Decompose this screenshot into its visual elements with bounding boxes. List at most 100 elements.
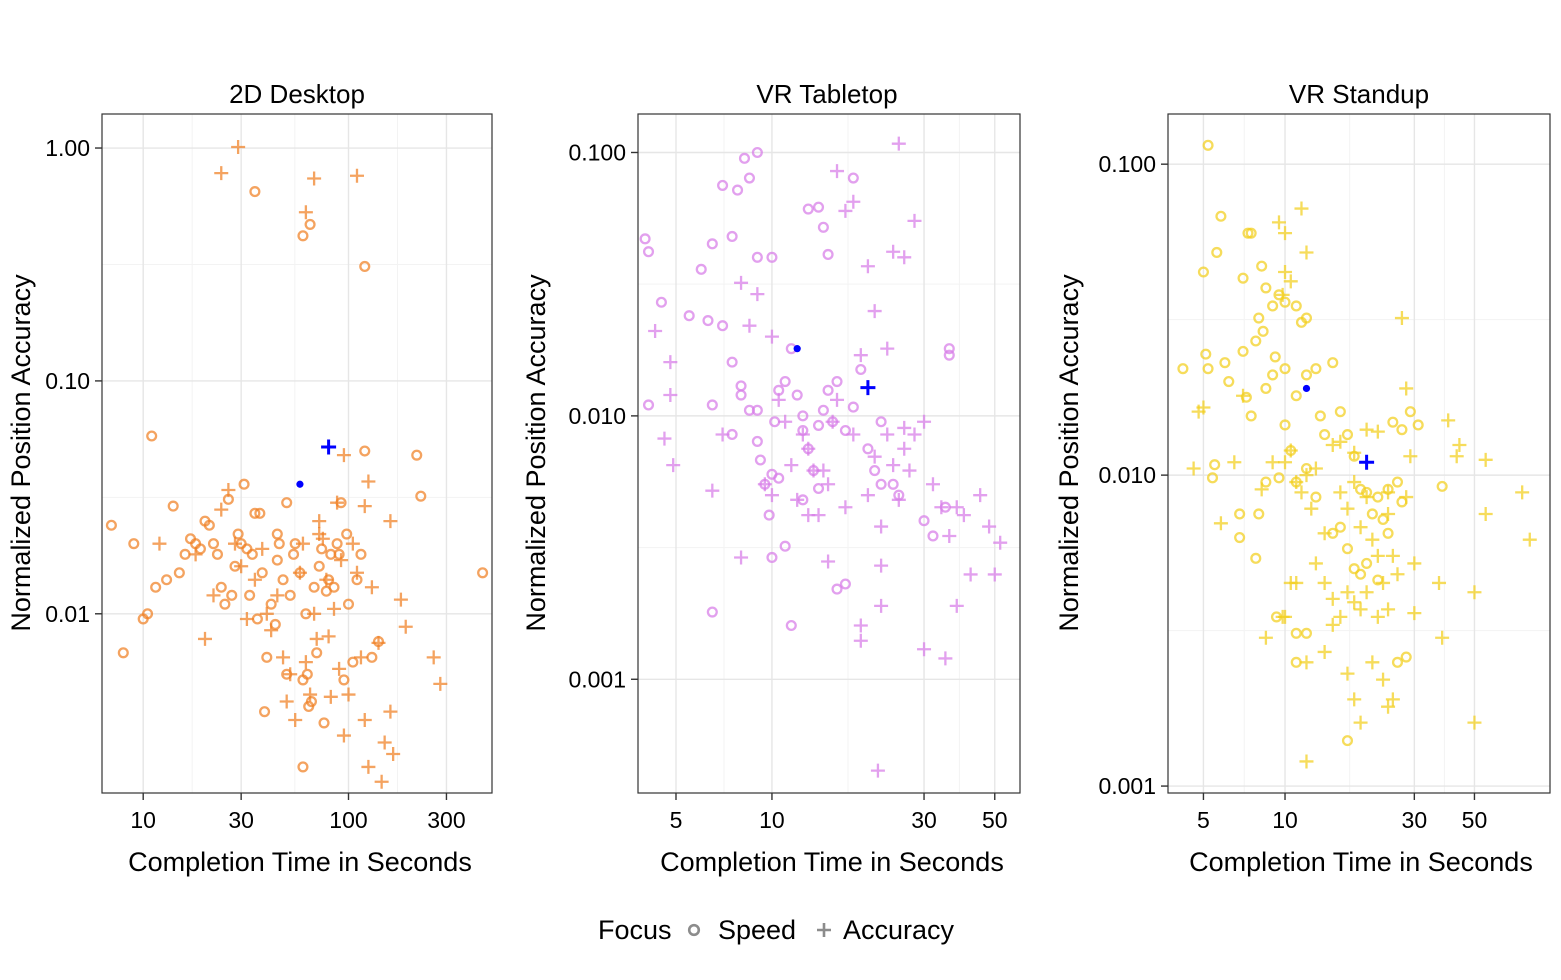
data-point-accuracy [801,508,816,523]
mean-point-accuracy [860,380,876,396]
legend: Focus Speed Accuracy [598,915,955,945]
data-point-accuracy [303,687,318,702]
x-tick-label: 100 [329,807,367,833]
data-point-accuracy [377,735,392,750]
data-point-accuracy [987,567,1002,582]
data-point-accuracy [1390,567,1405,582]
data-point-accuracy [750,287,765,302]
data-point-speed [301,668,313,680]
data-point-speed [1334,521,1346,533]
data-point-speed [1245,227,1257,239]
data-point-accuracy [298,655,313,670]
data-point-accuracy [1353,520,1368,535]
data-point-accuracy [830,164,845,179]
data-point-accuracy [1407,556,1422,571]
data-point-speed [232,528,244,540]
data-point-accuracy [152,536,167,551]
x-tick-label: 10 [130,807,156,833]
data-point-accuracy [1478,506,1493,521]
data-point-accuracy [1359,585,1374,600]
data-point-accuracy [357,712,372,727]
data-point-speed [1382,527,1394,539]
data-point-speed [313,560,325,572]
data-point-speed [1436,480,1448,492]
data-point-accuracy [846,427,861,442]
x-tick-label: 50 [982,807,1008,833]
data-point-accuracy [821,554,836,569]
data-point-accuracy [1283,443,1298,458]
data-point-speed [117,647,129,659]
data-point-accuracy [880,427,895,442]
data-point-speed [1250,552,1262,564]
data-point-accuracy [398,619,413,634]
data-point-accuracy [907,427,922,442]
data-point-speed [355,548,367,560]
data-point-speed [797,410,809,422]
data-point-accuracy [853,348,868,363]
data-points [1177,139,1537,769]
data-point-speed [1267,300,1279,312]
data-point-accuracy [1353,715,1368,730]
data-point-accuracy [341,687,356,702]
plot-border [637,113,1021,794]
data-point-speed [763,509,775,521]
data-point-accuracy [734,550,749,565]
data-point-accuracy [1278,455,1293,470]
data-point-speed [918,515,930,527]
data-point-speed [297,761,309,773]
data-point-accuracy [1340,666,1355,681]
data-point-speed [766,251,778,263]
data-point-accuracy [345,536,360,551]
data-point-speed [1341,735,1354,747]
data-point-accuracy [1294,485,1309,500]
data-point-accuracy [1441,413,1456,428]
plot-border [1167,113,1551,794]
data-point-accuracy [334,553,349,568]
data-point-speed [726,230,738,242]
plot-area: 5 10 30 50 0.001 0.010 0.100 [1098,113,1551,833]
data-point-accuracy [917,642,932,657]
data-point-speed [128,538,140,550]
data-point-accuracy [1353,602,1368,617]
y-tick-label: 0.010 [568,403,626,429]
y-tick-label: 1.00 [45,135,90,161]
data-point-speed [347,656,359,668]
data-point-accuracy [1278,226,1293,241]
data-point-speed [304,218,316,230]
data-point-speed [226,589,238,601]
data-point-speed [706,606,718,618]
data-point-speed [338,674,350,686]
data-point-accuracy [1258,630,1273,645]
data-point-speed [831,376,843,388]
data-point-speed [1202,139,1214,151]
data-point-accuracy [1399,490,1414,505]
data-point-accuracy [886,244,901,259]
data-point-speed [706,238,718,250]
data-point-speed [839,424,851,437]
data-point-speed [342,598,355,610]
data-point-accuracy [1299,754,1314,769]
data-point-speed [316,543,328,555]
data-point-accuracy [1478,452,1493,467]
data-point-speed [1197,266,1209,278]
data-point-speed [1237,272,1249,284]
data-point-accuracy [784,458,799,473]
data-point-accuracy [734,275,749,290]
data-point-speed [855,363,867,376]
data-point-speed [1269,351,1281,363]
data-point-accuracy [307,171,322,186]
data-point-speed [258,706,271,718]
data-point-accuracy [742,318,757,333]
x-tick-label: 10 [1272,807,1298,833]
data-point-speed [150,581,162,593]
data-point-speed [1253,508,1265,520]
data-point-accuracy [1347,445,1362,460]
data-point-accuracy [234,559,249,574]
data-point-speed [1361,557,1373,569]
y-tick-label: 0.01 [45,601,90,627]
data-point-speed [839,578,851,590]
data-point-speed [817,404,829,416]
data-point-speed [1279,296,1291,308]
data-point-speed [754,454,766,466]
data-point-accuracy [288,712,303,727]
